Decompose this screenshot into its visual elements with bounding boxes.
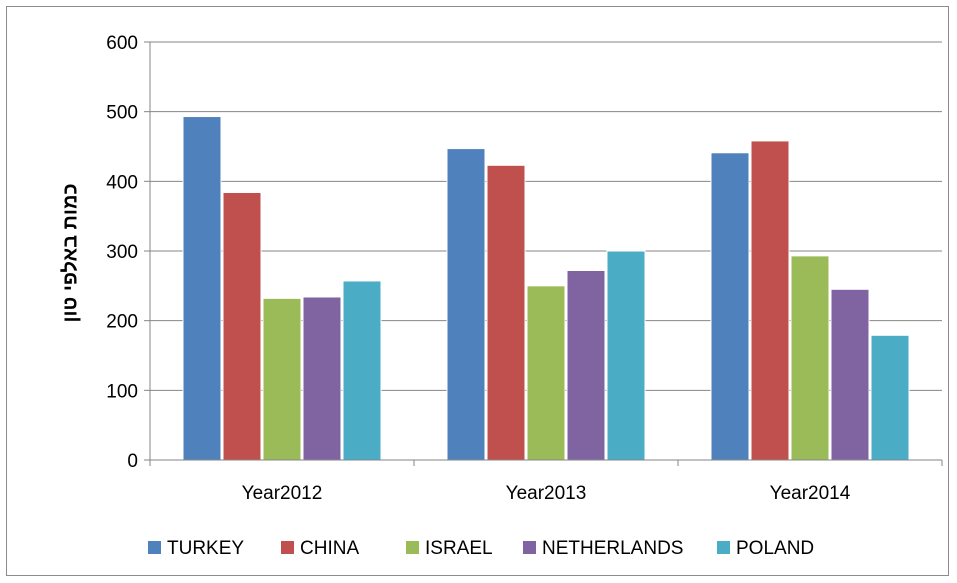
legend-label-netherlands: NETHERLANDS	[542, 538, 683, 559]
legend-label-china: CHINA	[300, 538, 359, 559]
bar-netherlands-year2012	[302, 296, 342, 461]
legend: TURKEY CHINA ISRAEL NETHERLANDS POLAND	[148, 538, 814, 559]
y-tick-label: 400	[106, 172, 138, 193]
legend-swatch-turkey	[148, 541, 161, 554]
x-tick-label: Year2013	[506, 483, 587, 504]
bar-netherlands-year2013	[566, 270, 606, 461]
bar-israel-year2014	[790, 255, 830, 461]
y-tick-label: 500	[106, 103, 138, 124]
legend-swatch-israel	[406, 541, 419, 554]
bar-israel-year2013	[526, 285, 566, 461]
bar-poland-year2014	[870, 334, 910, 461]
bar-china-year2013	[486, 164, 526, 461]
y-tick-label: 200	[106, 312, 138, 333]
legend-swatch-china	[281, 541, 294, 554]
y-tick-label: 0	[127, 451, 138, 472]
bar-turkey-year2013	[446, 148, 486, 461]
x-tick-label: Year2014	[770, 483, 851, 504]
x-tick-label: Year2012	[242, 483, 323, 504]
y-tick-label: 600	[106, 33, 138, 54]
y-tick-label: 100	[106, 381, 138, 402]
legend-label-turkey: TURKEY	[167, 538, 244, 559]
y-tick-label: 300	[106, 242, 138, 263]
bar-china-year2012	[222, 191, 262, 461]
legend-label-poland: POLAND	[736, 538, 814, 559]
bars	[182, 116, 910, 461]
legend-swatch-netherlands	[523, 541, 536, 554]
bar-turkey-year2014	[710, 152, 750, 461]
y-axis-label: כמות באלפי טון	[59, 183, 81, 322]
bar-poland-year2012	[342, 280, 382, 461]
bar-china-year2014	[750, 140, 790, 461]
bar-turkey-year2012	[182, 116, 222, 461]
bar-israel-year2012	[262, 297, 302, 461]
bar-poland-year2013	[606, 250, 646, 461]
legend-swatch-poland	[717, 541, 730, 554]
legend-label-israel: ISRAEL	[425, 538, 493, 559]
axes: 0 100 200 300 400 500 600 Year2012 Year2013 Year2…	[106, 33, 943, 504]
bar-netherlands-year2014	[830, 288, 870, 461]
